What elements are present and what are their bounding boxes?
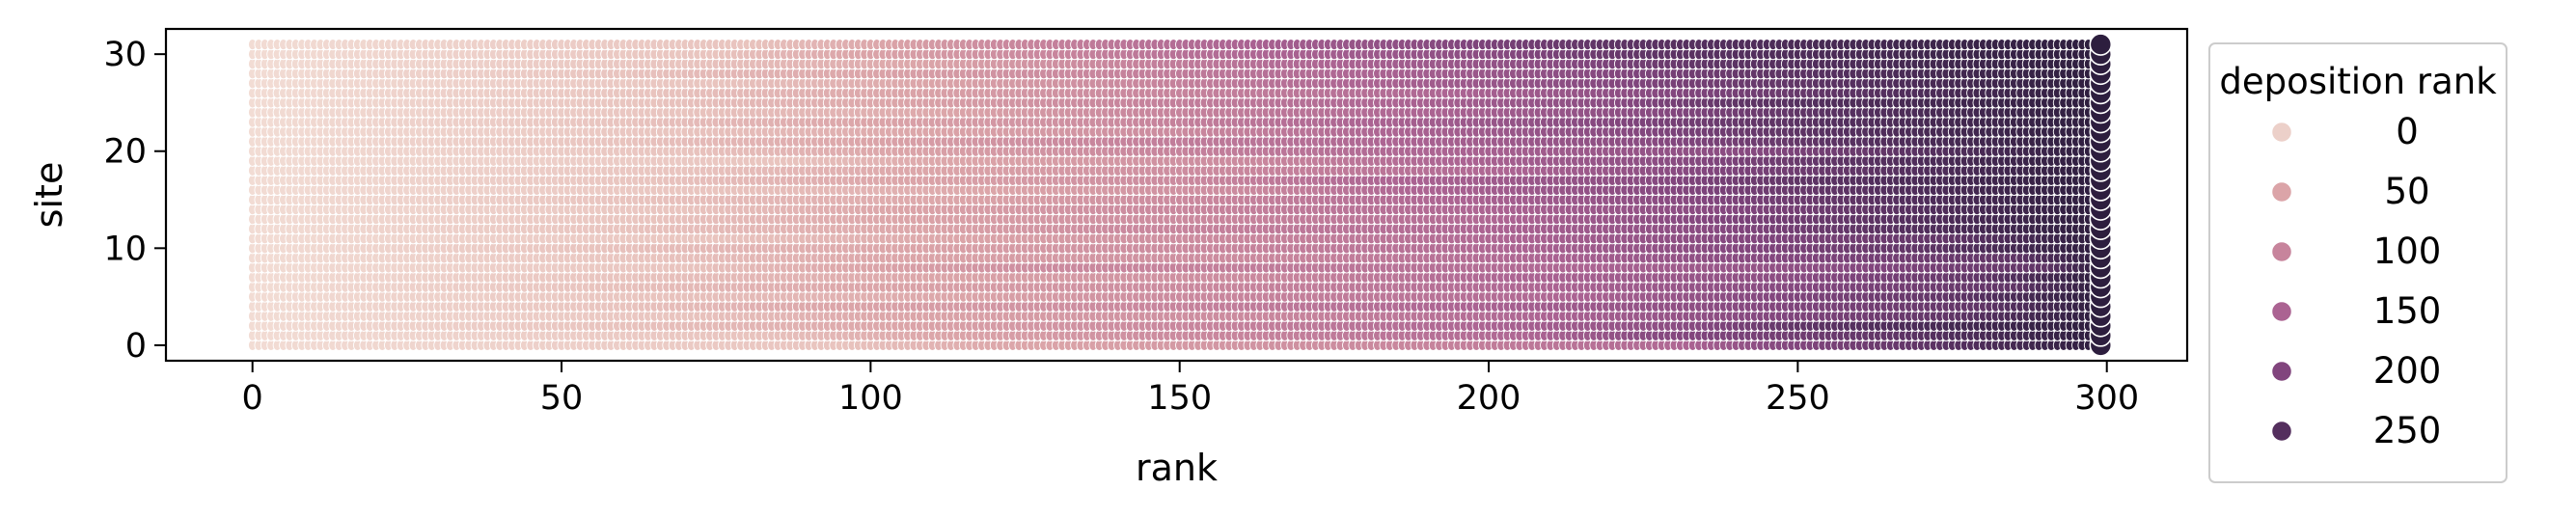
points-layer — [248, 33, 2113, 357]
